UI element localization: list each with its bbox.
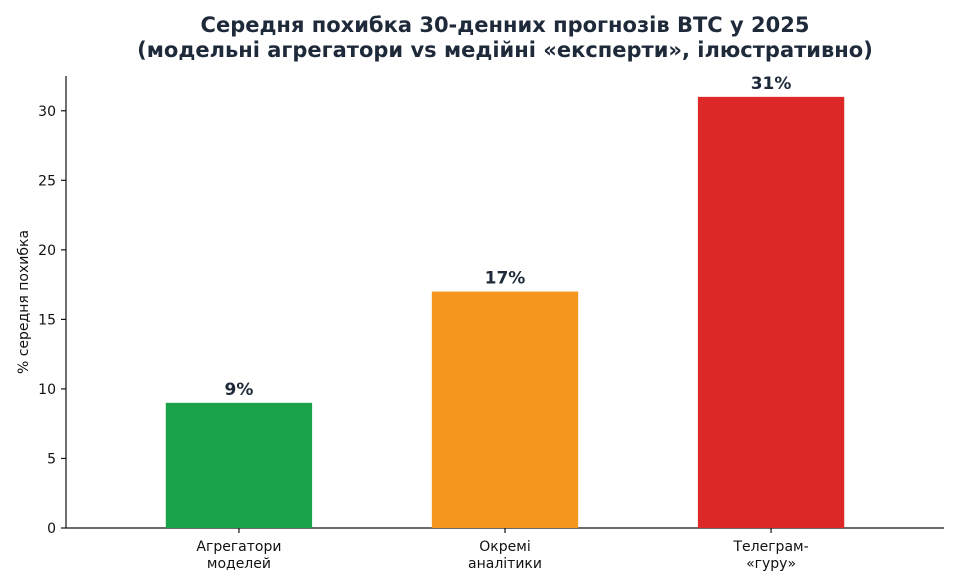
chart-title-line-1: Середня похибка 30-денних прогнозів BTC … (201, 13, 810, 37)
y-axis-title: % середня похибка (16, 230, 32, 374)
y-axis: 0 5 10 15 20 25 30 (38, 76, 67, 537)
bar-3 (697, 96, 845, 528)
data-label-2: 17% (485, 269, 526, 289)
y-tick-label: 30 (38, 104, 56, 120)
y-tick-label: 20 (38, 243, 56, 259)
x-tick-label-2-line-2: аналітики (468, 556, 542, 572)
data-label-1: 9% (225, 380, 254, 400)
x-tick-label-3-line-1: Телеграм- (732, 539, 808, 555)
chart-title: Середня похибка 30-денних прогнозів BTC … (137, 13, 873, 62)
chart-title-line-2: (модельні агрегатори vs медійні «експерт… (137, 38, 873, 62)
y-tick-label: 5 (47, 451, 56, 467)
y-tick-label: 10 (38, 382, 56, 398)
data-labels: 9% 17% 31% (225, 74, 792, 400)
x-tick-label-2-line-1: Окремі (479, 539, 530, 555)
y-tick-label: 0 (47, 521, 56, 537)
bars (165, 96, 845, 528)
x-tick-label-1-line-1: Агрегатори (196, 539, 281, 555)
bar-1 (165, 402, 313, 528)
x-tick-label-1-line-2: моделей (207, 556, 271, 572)
bar-2 (431, 291, 579, 528)
y-tick-label: 25 (38, 173, 56, 189)
x-tick-label-3-line-2: «гуру» (746, 556, 796, 572)
data-label-3: 31% (751, 74, 792, 94)
y-tick-label: 15 (38, 312, 56, 328)
